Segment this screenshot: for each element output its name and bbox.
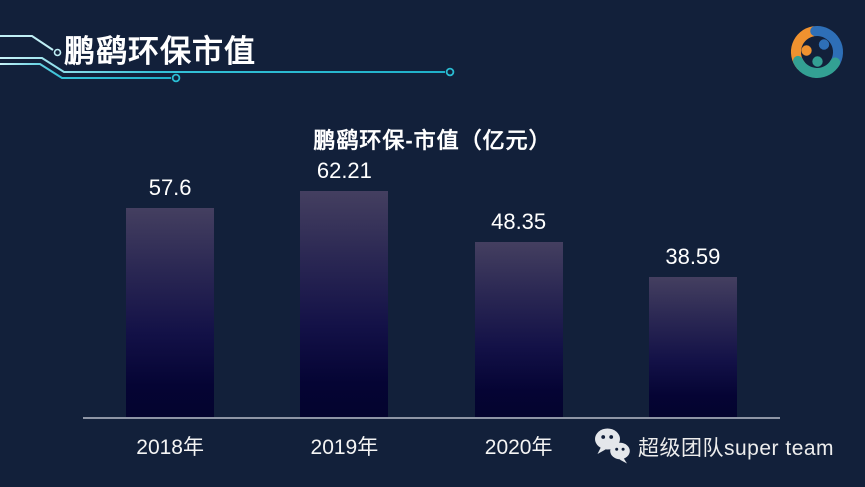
bar-value-label: 57.6 xyxy=(148,175,192,200)
team-logo-icon xyxy=(790,26,843,78)
bar-column-2019: 62.21 xyxy=(257,158,431,417)
bar-value-label: 48.35 xyxy=(491,209,547,234)
bar-2019 xyxy=(300,191,389,417)
watermark-text: 超级团队super team xyxy=(638,436,835,460)
x-label-2018: 2018年 xyxy=(136,436,204,459)
page-title: 鹏鹞环保市值 xyxy=(64,34,256,69)
bar-2018 xyxy=(126,208,215,417)
bar-4 xyxy=(648,277,737,417)
bar-column-4: 38.59 xyxy=(606,165,780,417)
bar-2020 xyxy=(474,242,563,417)
bar-value-label: 38.59 xyxy=(665,244,721,269)
bar-value-label: 62.21 xyxy=(316,158,372,183)
bar-column-2018: 57.6 xyxy=(83,165,257,417)
wechat-icon xyxy=(595,428,630,464)
x-label-2019: 2019年 xyxy=(310,436,379,459)
bar-chart-plot: 57.6 62.21 48.35 38.59 xyxy=(83,158,780,419)
watermark: 超级团队super team xyxy=(594,427,834,466)
circuit-decoration xyxy=(0,35,455,83)
chart-title: 鹏鹞环保-市值（亿元） xyxy=(313,128,552,153)
x-axis-labels: 2018年 2019年 2020年 xyxy=(83,431,780,461)
bar-column-2020: 48.35 xyxy=(432,165,606,417)
x-label-2020: 2020年 xyxy=(484,436,553,459)
